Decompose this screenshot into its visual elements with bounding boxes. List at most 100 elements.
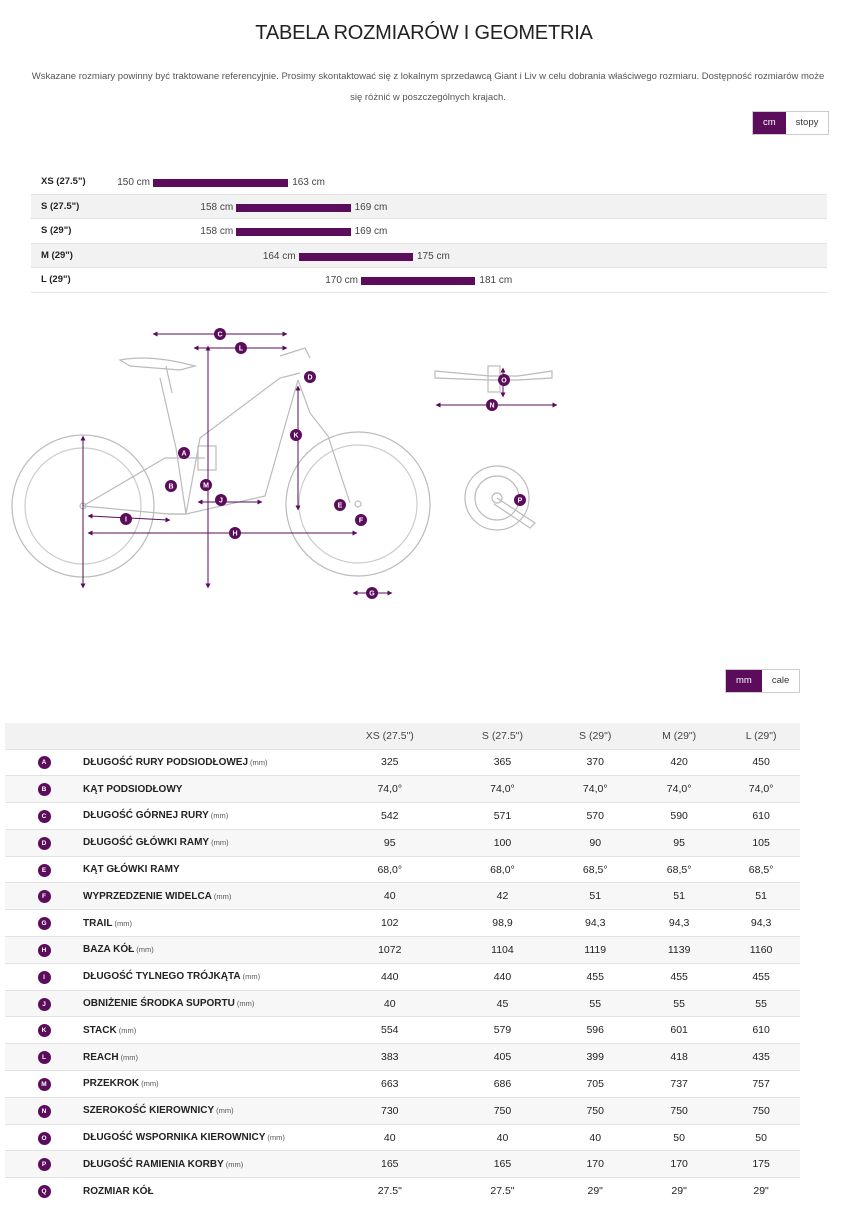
row-name: DŁUGOŚĆ GŁÓWKI RAMY [83, 837, 210, 849]
row-key-badge: F [37, 890, 51, 904]
table-row: J OBNIŻENIE ŚRODKA SUPORTU (mm) 40 45 55 55 55 [5, 989, 800, 1017]
row-key-cell: D [5, 828, 83, 857]
value-cell: 737 [636, 1070, 723, 1098]
value-cell: 100 [450, 828, 555, 857]
size-label: M (29") [41, 249, 73, 261]
diagram-label: C [217, 332, 222, 339]
value-cell: 74,0° [329, 775, 451, 803]
diagram-badge-p [514, 494, 526, 506]
height-max-label: 175 cm [417, 250, 450, 262]
diagram-label: P [518, 498, 523, 505]
row-key-cell: L [5, 1043, 83, 1071]
value-cell: 542 [329, 802, 451, 830]
value-cell: 40 [554, 1123, 637, 1151]
handlebar-icon [434, 365, 553, 393]
rider-height-chart: XS (27.5") 150 cm 163 cm S (27.5") 158 cm 169… [31, 170, 827, 293]
row-key-badge: J [37, 997, 51, 1011]
unit-inch-button[interactable]: cale [771, 675, 790, 686]
value-cell: 370 [554, 748, 637, 776]
value-cell: 94,3 [554, 909, 637, 937]
value-cell: 45 [450, 989, 555, 1017]
unit-mm-button[interactable]: mm [726, 670, 762, 692]
row-name-cell: KĄT PODSIODŁOWY [83, 775, 329, 803]
value-cell: 1160 [722, 936, 800, 964]
header-blank [5, 723, 83, 749]
value-cell: 55 [722, 989, 800, 1017]
row-name-cell: STACK (mm) [83, 1016, 329, 1044]
table-row: M PRZEKROK (mm) 663 686 705 737 757 [5, 1070, 800, 1098]
column-header: S (27.5") [450, 723, 555, 749]
geometry-diagram: A B C D E F G H I J K L M N O P [11, 328, 558, 599]
row-key-cell: C [5, 802, 83, 830]
value-cell: 440 [450, 962, 555, 991]
row-name-cell: OBNIŻENIE ŚRODKA SUPORTU (mm) [83, 989, 329, 1017]
value-cell: 27.5" [450, 1177, 555, 1205]
value-cell: 420 [636, 748, 723, 776]
row-name-cell: DŁUGOŚĆ RAMIENIA KORBY (mm) [83, 1150, 329, 1178]
value-cell: 40 [450, 1123, 555, 1151]
header-blank [83, 723, 329, 749]
value-cell: 579 [450, 1016, 555, 1044]
value-cell: 590 [636, 802, 723, 830]
row-name: DŁUGOŚĆ WSPORNIKA KIEROWNICY [83, 1132, 266, 1144]
row-unit: (mm) [141, 1079, 159, 1089]
value-cell: 94,3 [636, 909, 723, 937]
row-name: STACK [83, 1024, 117, 1036]
value-cell: 102 [329, 909, 451, 937]
unit-feet-button[interactable]: stopy [795, 117, 819, 128]
height-max-label: 169 cm [354, 226, 388, 237]
row-unit: (mm) [118, 1025, 137, 1035]
row-name: KĄT GŁÓWKI RAMY [83, 864, 180, 876]
row-name: WYPRZEDZENIE WIDELCA [83, 890, 212, 902]
value-cell: 68,0° [329, 855, 451, 883]
row-key-badge: C [37, 809, 51, 823]
value-cell: 94,3 [722, 909, 800, 937]
value-cell: 68,5° [636, 855, 723, 883]
diagram-label: D [307, 375, 312, 382]
size-label: S (29") [41, 225, 72, 236]
diagram-label: F [359, 518, 364, 525]
column-header: XS (27.5") [329, 723, 451, 749]
height-range-bar [236, 203, 351, 212]
value-cell: 175 [722, 1150, 800, 1178]
value-cell: 29" [636, 1177, 723, 1205]
value-cell: 750 [554, 1096, 637, 1125]
height-max-label: 169 cm [354, 201, 388, 213]
height-range-bar [361, 277, 476, 285]
diagram-badge-l [235, 342, 247, 354]
value-cell: 98,9 [450, 909, 555, 937]
row-name: REACH [83, 1051, 119, 1063]
row-unit: (mm) [225, 1159, 244, 1169]
height-min-label: 158 cm [200, 226, 234, 237]
height-max-label: 181 cm [479, 275, 513, 286]
row-name-cell: DŁUGOŚĆ WSPORNIKA KIEROWNICY (mm) [83, 1123, 329, 1151]
size-row: S (29") 158 cm 169 cm [31, 219, 827, 244]
value-cell: 610 [722, 1016, 800, 1044]
row-name-cell: TRAIL (mm) [83, 909, 329, 937]
value-cell: 554 [329, 1016, 451, 1044]
row-key-badge: A [37, 756, 51, 770]
value-cell: 170 [636, 1150, 723, 1178]
value-cell: 455 [636, 962, 723, 991]
row-name-cell: PRZEKROK (mm) [83, 1070, 329, 1098]
row-unit: (mm) [211, 838, 229, 848]
row-key-cell: G [5, 909, 83, 937]
height-min-label: 150 cm [117, 177, 150, 188]
diagram-badge-d [304, 371, 316, 383]
table-units-toggle: mm cale [725, 669, 801, 693]
diagram-badge-i [120, 513, 132, 525]
row-unit: (mm) [114, 918, 132, 928]
diagram-badge-f [355, 514, 367, 526]
value-cell: 40 [329, 989, 451, 1017]
diagram-label: M [203, 483, 209, 490]
row-name-cell: WYPRZEDZENIE WIDELCA (mm) [83, 882, 329, 910]
value-cell: 29" [554, 1177, 637, 1205]
diagram-label: L [239, 346, 244, 353]
unit-cm-button[interactable]: cm [753, 112, 786, 134]
row-name-cell: SZEROKOŚĆ KIEROWNICY (mm) [83, 1096, 329, 1125]
row-key-badge: O [37, 1131, 51, 1145]
row-name: BAZA KÓŁ [83, 944, 135, 956]
height-max-label: 163 cm [292, 177, 325, 188]
value-cell: 455 [554, 962, 637, 991]
diagram-label: O [501, 378, 507, 385]
